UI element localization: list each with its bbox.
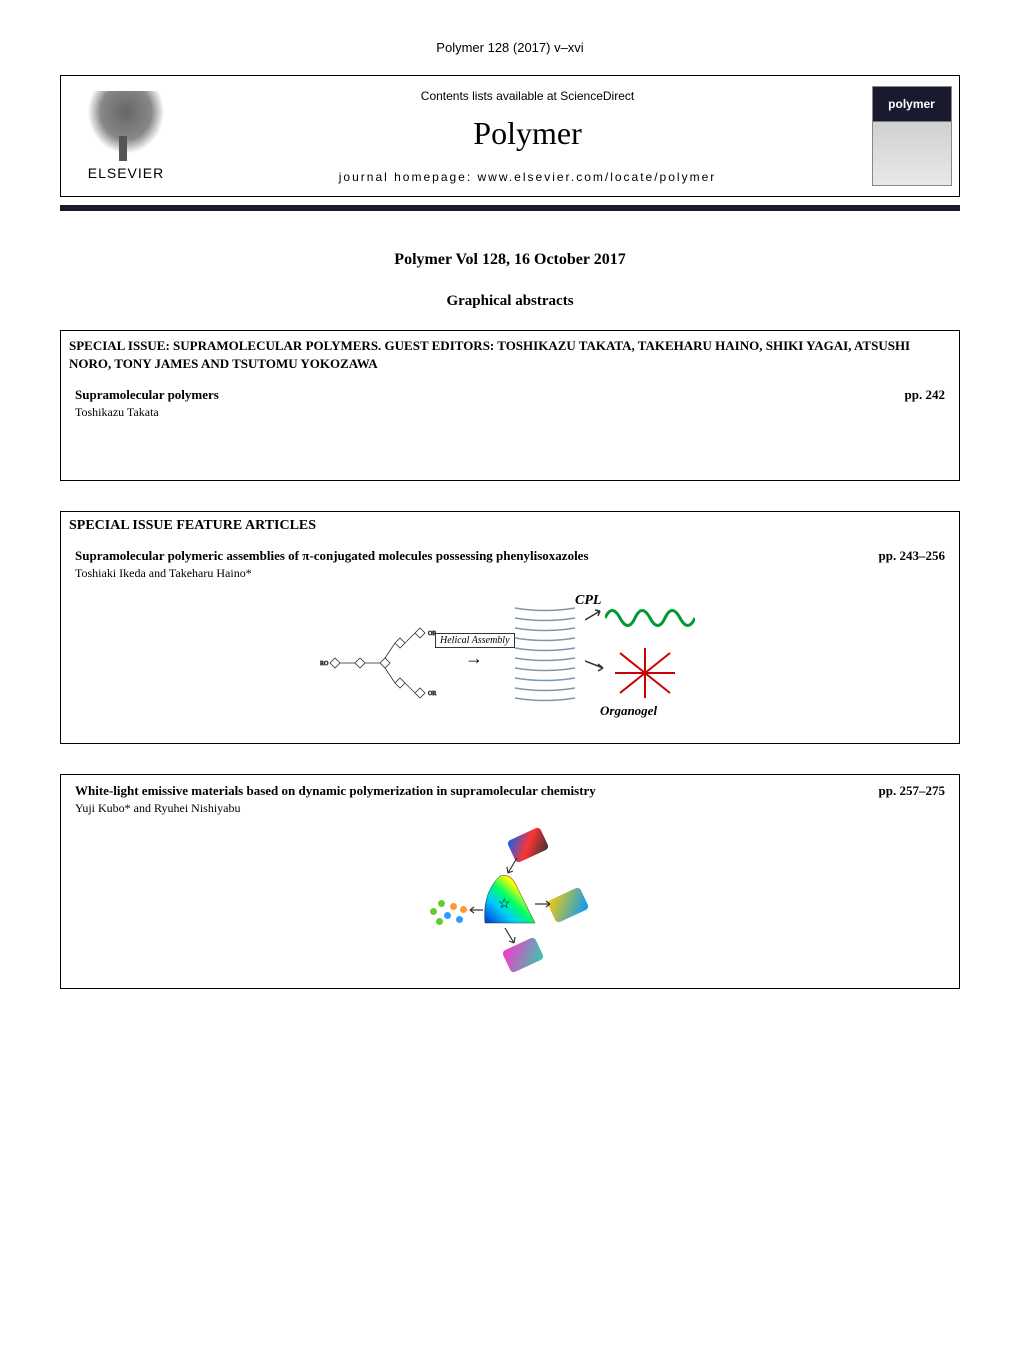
special-issue-header: SPECIAL ISSUE: SUPRAMOLECULAR POLYMERS. … bbox=[61, 331, 959, 379]
elsevier-text: ELSEVIER bbox=[88, 165, 164, 181]
star-marker-icon: ☆ bbox=[498, 896, 511, 913]
journal-homepage: journal homepage: www.elsevier.com/locat… bbox=[339, 170, 716, 184]
helix-structure-icon bbox=[505, 603, 585, 713]
article-box: White-light emissive materials based on … bbox=[60, 774, 960, 989]
svg-text:OR: OR bbox=[428, 691, 436, 697]
organogel-icon bbox=[610, 643, 680, 698]
article-authors: Toshiaki Ikeda and Takeharu Haino* bbox=[75, 566, 945, 581]
article-authors: Yuji Kubo* and Ryuhei Nishiyabu bbox=[75, 801, 945, 816]
article-title: Supramolecular polymers bbox=[75, 387, 219, 403]
arrow-to-gel-icon bbox=[585, 658, 607, 673]
organogel-label: Organogel bbox=[600, 703, 657, 719]
graphical-abstract: OR OR RO Helical Assembly → bbox=[75, 593, 945, 723]
cover-title: polymer bbox=[873, 97, 951, 111]
journal-name: Polymer bbox=[473, 115, 581, 152]
arrow-l-icon bbox=[468, 906, 483, 914]
header-divider-bar bbox=[60, 205, 960, 211]
article-pages: pp. 257–275 bbox=[879, 783, 945, 799]
article-header: Supramolecular polymeric assemblies of π… bbox=[75, 548, 945, 564]
elsevier-tree-icon bbox=[81, 91, 171, 161]
arrow-r-icon bbox=[535, 900, 553, 908]
special-issue-box: SPECIAL ISSUE: SUPRAMOLECULAR POLYMERS. … bbox=[60, 330, 960, 481]
graphical-abstract: ☆ bbox=[75, 828, 945, 968]
journal-cover: polymer bbox=[864, 76, 959, 196]
article-authors: Toshikazu Takata bbox=[75, 405, 945, 420]
article-header: White-light emissive materials based on … bbox=[75, 783, 945, 799]
feature-articles-box: SPECIAL ISSUE FEATURE ARTICLES Supramole… bbox=[60, 511, 960, 744]
journal-header-box: ELSEVIER Contents lists available at Sci… bbox=[60, 75, 960, 197]
cpl-label: CPL bbox=[575, 593, 601, 609]
article-entry: Supramolecular polymeric assemblies of π… bbox=[61, 540, 959, 743]
cover-thumbnail: polymer bbox=[872, 86, 952, 186]
elsevier-logo: ELSEVIER bbox=[61, 76, 191, 196]
issue-title: Polymer Vol 128, 16 October 2017 bbox=[60, 251, 960, 269]
svg-text:RO: RO bbox=[320, 661, 329, 667]
header-content: ELSEVIER Contents lists available at Sci… bbox=[61, 76, 959, 196]
page-container: Polymer 128 (2017) v–xvi ELSEVIER Conten… bbox=[0, 0, 1020, 1059]
citation-line: Polymer 128 (2017) v–xvi bbox=[60, 40, 960, 55]
abstract-figure-2: ☆ bbox=[420, 828, 600, 968]
graphical-abstracts-heading: Graphical abstracts bbox=[60, 293, 960, 310]
contents-availability: Contents lists available at ScienceDirec… bbox=[421, 89, 634, 103]
led-right-icon bbox=[547, 887, 590, 924]
helical-assembly-label: Helical Assembly bbox=[435, 633, 515, 648]
arrow-tl-icon bbox=[505, 858, 520, 876]
feature-articles-header: SPECIAL ISSUE FEATURE ARTICLES bbox=[61, 512, 959, 540]
arrow-to-wave-icon bbox=[585, 608, 605, 623]
arrow-bl-icon bbox=[502, 928, 517, 946]
header-center: Contents lists available at ScienceDirec… bbox=[191, 76, 864, 196]
article-pages: pp. 242 bbox=[905, 387, 945, 403]
abstract-figure-1: OR OR RO Helical Assembly → bbox=[320, 593, 700, 723]
article-entry: White-light emissive materials based on … bbox=[61, 775, 959, 988]
article-entry: Supramolecular polymers pp. 242 Toshikaz… bbox=[61, 379, 959, 480]
article-header: Supramolecular polymers pp. 242 bbox=[75, 387, 945, 403]
particle-cluster-icon bbox=[430, 898, 470, 928]
article-title: Supramolecular polymeric assemblies of π… bbox=[75, 548, 589, 564]
arrow-icon: → bbox=[465, 648, 483, 669]
wave-icon bbox=[605, 603, 695, 633]
article-pages: pp. 243–256 bbox=[879, 548, 945, 564]
article-title: White-light emissive materials based on … bbox=[75, 783, 596, 799]
